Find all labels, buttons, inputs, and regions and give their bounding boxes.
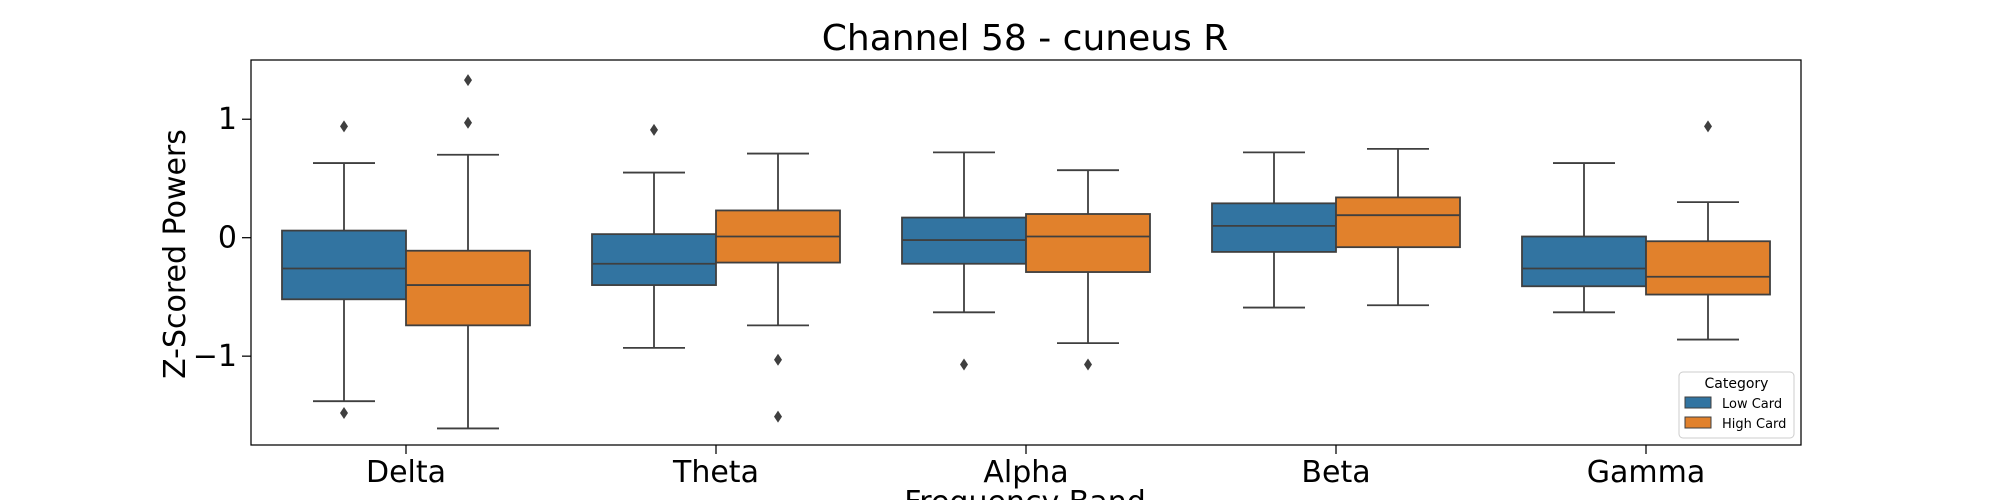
box-high-card-beta <box>1335 147 1461 307</box>
legend-title: Category <box>1705 376 1769 392</box>
x-tick-label-alpha: Alpha <box>983 455 1068 490</box>
box-body <box>1025 213 1151 273</box>
outlier-point <box>960 358 968 371</box>
box-body <box>1521 235 1647 288</box>
y-tick-label-0: 1 <box>218 102 237 137</box>
box-low-card-alpha <box>901 151 1027 371</box>
outlier-point <box>774 410 782 423</box>
outlier-point <box>1084 358 1092 371</box>
box-low-card-gamma <box>1521 162 1647 314</box>
legend-swatch-0 <box>1684 396 1712 409</box>
chart-title: Channel 58 - cuneus R <box>822 18 1229 59</box>
box-body <box>1645 240 1771 296</box>
plot-area <box>281 74 1771 430</box>
outlier-point <box>1704 120 1712 133</box>
outlier-point <box>774 353 782 366</box>
box-low-card-delta <box>281 120 407 420</box>
legend-label-0: Low Card <box>1722 397 1782 412</box>
y-tick-label-1: 0 <box>218 221 237 256</box>
x-tick-label-beta: Beta <box>1301 455 1370 490</box>
y-axis-label: Z-Scored Powers <box>158 129 193 379</box>
box-high-card-gamma <box>1645 120 1771 341</box>
box-body <box>1211 202 1337 253</box>
outlier-point <box>340 120 348 133</box>
legend-swatch-1 <box>1684 416 1712 429</box>
legend-label-1: High Card <box>1722 417 1786 432</box>
x-tick-label-theta: Theta <box>672 455 759 490</box>
box-body <box>1335 196 1461 249</box>
box-body <box>281 229 407 301</box>
y-tick-label-2: −1 <box>193 339 237 374</box>
outlier-point <box>464 116 472 129</box>
box-body <box>405 249 531 327</box>
box-body <box>591 233 717 286</box>
legend: Category Low Card High Card <box>1678 371 1795 439</box>
box-high-card-alpha <box>1025 169 1151 371</box>
outlier-point <box>464 74 472 87</box>
box-low-card-beta <box>1211 151 1337 309</box>
box-low-card-theta <box>591 123 717 349</box>
x-axis-label: Frequency Band <box>904 485 1146 500</box>
box-high-card-delta <box>405 74 531 430</box>
outlier-point <box>340 407 348 420</box>
outlier-point <box>650 123 658 136</box>
x-tick-label-delta: Delta <box>366 455 446 490</box>
x-tick-label-gamma: Gamma <box>1587 455 1705 490</box>
box-high-card-theta <box>715 152 841 423</box>
